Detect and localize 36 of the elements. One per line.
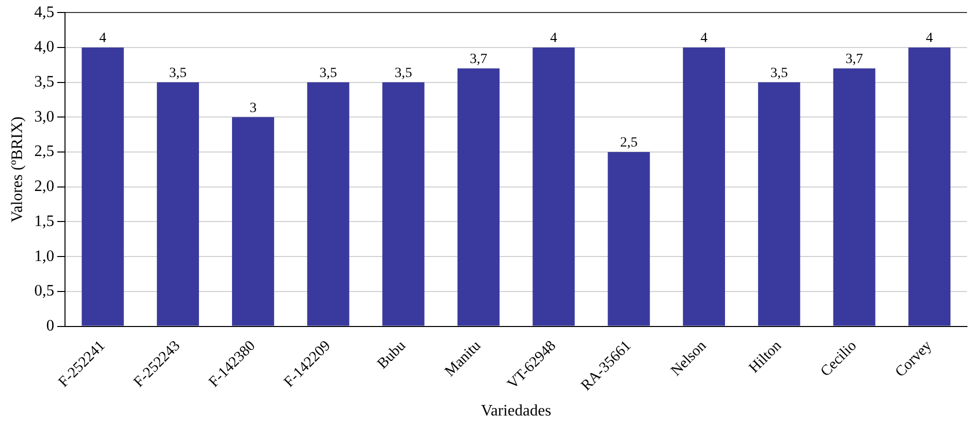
y-tick-label: 1,0 [34,248,54,265]
y-tick-label: 0,5 [34,282,54,300]
bar [82,47,124,326]
y-tick-label: 2,0 [34,178,54,196]
y-tick-label: 3,5 [34,74,54,91]
data-label: 4 [550,31,558,46]
y-tick-label: 0 [46,317,54,334]
data-label: 3,5 [394,66,412,81]
bar [382,82,424,326]
y-tick-label: 4,5 [34,4,54,21]
y-axis-title: Valores (ºBRIX) [8,116,26,222]
data-label: 3 [250,100,257,116]
data-label: 2,5 [620,136,638,151]
y-tick-label: 1,5 [34,212,54,230]
data-label: 3,7 [470,52,488,68]
bar [232,117,274,326]
bar [682,47,726,326]
bar [156,82,199,326]
bar [532,47,575,326]
y-tick-label: 3,0 [34,108,54,126]
bar [833,68,876,326]
data-label: 4 [926,31,933,46]
data-label: 3,7 [846,52,864,68]
bar [758,82,800,326]
bar [608,152,650,326]
bar [307,82,350,326]
data-label: 3,5 [319,66,337,81]
y-tick-label: 4,0 [34,38,54,56]
bar [908,47,950,326]
data-label: 4 [700,31,708,46]
data-label: 3,5 [169,66,187,81]
data-label: 4 [99,31,106,46]
bar [457,68,500,326]
x-axis-title: Variedades [481,402,552,420]
y-tick-label: 2,5 [34,143,54,160]
data-label: 3,5 [770,66,788,81]
